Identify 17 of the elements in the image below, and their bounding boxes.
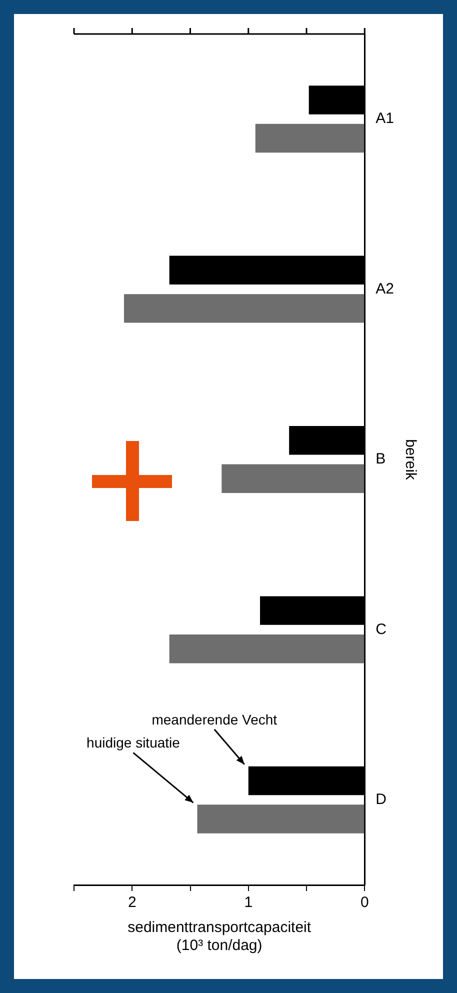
x-tick-label: 2 bbox=[128, 894, 136, 912]
bar bbox=[197, 804, 364, 834]
x-tick-label: 1 bbox=[244, 894, 253, 912]
text: meanderende Vecht bbox=[152, 711, 278, 728]
y-tick-label: D bbox=[376, 791, 387, 808]
y-tick-label: B bbox=[376, 450, 386, 468]
bar bbox=[255, 124, 364, 153]
y-tick-label: C bbox=[376, 620, 387, 638]
bar bbox=[222, 464, 364, 494]
bar bbox=[169, 634, 364, 664]
x-tick-label: 0 bbox=[360, 894, 369, 912]
y-tick-label: A1 bbox=[376, 110, 394, 128]
y-axis-title: bereik bbox=[402, 439, 419, 480]
text: huidige situatie bbox=[86, 734, 180, 751]
bar bbox=[124, 294, 364, 323]
x-axis-title: sedimenttransportcapaciteit (10³ ton/dag) bbox=[128, 919, 312, 954]
y-tick-label: A2 bbox=[376, 280, 394, 298]
